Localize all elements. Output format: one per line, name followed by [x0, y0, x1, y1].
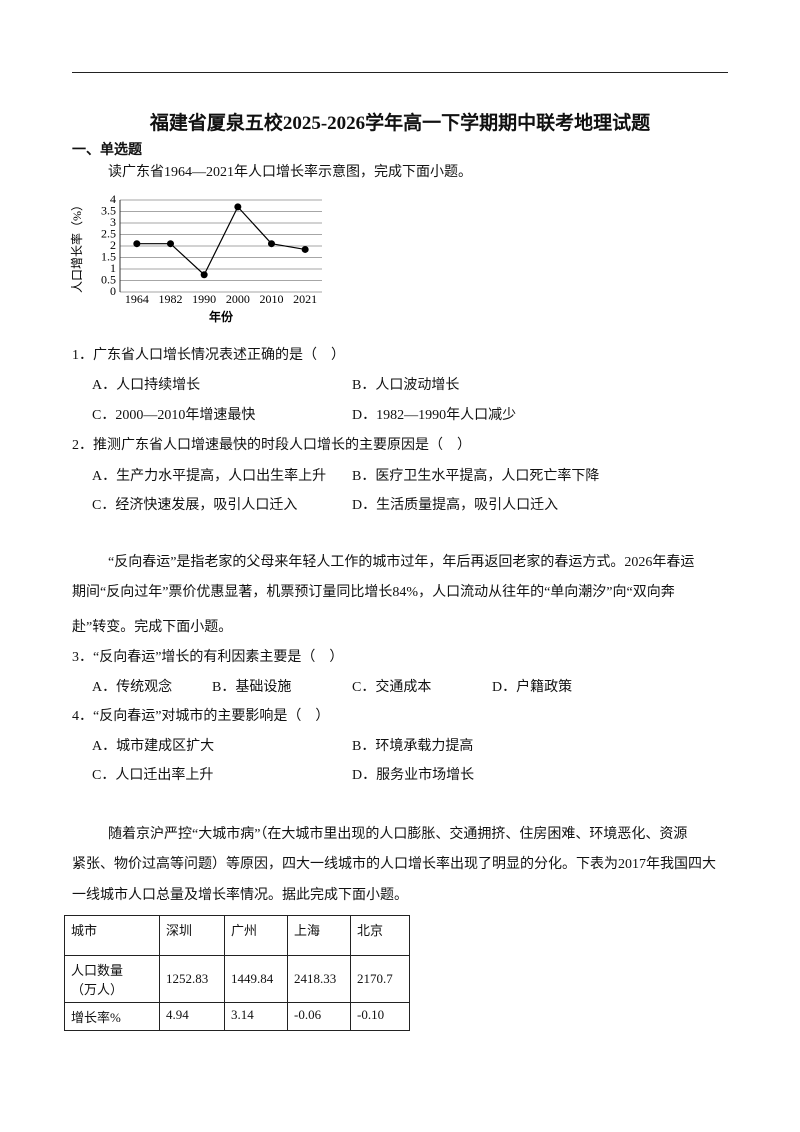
cell: 上海 — [287, 915, 351, 956]
question: 4．“反向春运”对城市的主要影响是（ ） — [72, 709, 330, 724]
passage-line: 赴”转变。完成下面小题。 — [72, 620, 233, 635]
x-tick-label: 2010 — [260, 292, 284, 306]
passage-line: “反向春运”是指老家的父母来年轻人工作的城市过年，年后再返回老家的春运方式。20… — [108, 555, 695, 570]
y-tick-label: 2 — [110, 238, 116, 252]
passage-line: 一线城市人口总量及增长率情况。据此完成下面小题。 — [72, 888, 408, 903]
option: B．医疗卫生水平提高，人口死亡率下降 — [352, 469, 600, 484]
x-axis-label: 年份 — [209, 309, 234, 324]
y-tick-label: 1 — [110, 261, 116, 275]
option: D．生活质量提高，吸引人口迁入 — [352, 498, 559, 513]
passage-line: 期间“反向过年”票价优惠显著，机票预订量同比增长84%，人口流动从往年的“单向潮… — [72, 585, 675, 600]
cell: 人口数量（万人） — [64, 955, 160, 1003]
x-tick-label: 2000 — [226, 292, 250, 306]
option: D．服务业市场增长 — [352, 768, 475, 783]
y-tick-label: 3 — [110, 215, 116, 229]
x-tick-label: 1990 — [192, 292, 216, 306]
cell: 4.94 — [159, 1002, 225, 1031]
cell: -0.10 — [350, 1002, 410, 1031]
cell: 1252.83 — [159, 955, 225, 1003]
data-table: 城市 深圳 广州 上海 北京 人口数量（万人） 1252.83 1449.84 … — [64, 915, 410, 1031]
cell: 2170.7 — [350, 955, 410, 1003]
y-axis-label: 人口增长率（%） — [69, 199, 84, 293]
question: 3．“反向春运”增长的有利因素主要是（ ） — [72, 650, 344, 665]
data-line — [136, 205, 306, 276]
option: A．生产力水平提高，人口出生率上升 — [92, 469, 327, 484]
cell: 2418.33 — [287, 955, 351, 1003]
y-tick-label: 3.5 — [101, 203, 116, 217]
option: C．交通成本 — [352, 680, 432, 695]
option: B．基础设施 — [212, 680, 292, 695]
data-point — [301, 245, 309, 253]
section: 一、单选题 — [72, 143, 142, 158]
option: C．2000—2010年增速最快 — [92, 408, 256, 423]
option: C．人口迁出率上升 — [92, 768, 214, 783]
question: 2．推测广东省人口增速最快的时段人口增长的主要原因是（ ） — [72, 438, 471, 453]
option: C．经济快速发展，吸引人口迁入 — [92, 498, 298, 513]
y-tick-label: 1.5 — [101, 249, 116, 263]
y-tick-label: 0.5 — [101, 272, 116, 286]
y-tick-label: 2.5 — [101, 226, 116, 240]
cell: 增长率% — [64, 1002, 160, 1031]
x-tick-label: 1964 — [125, 292, 149, 306]
chart: 00.511.522.533.54 人口增长率（%） 年份 1964 1982 1990 2… — [69, 192, 322, 324]
title: 福建省厦泉五校2025-2026学年高一下学期期中联考地理试题 — [149, 113, 651, 134]
data-point — [167, 240, 174, 248]
passage-line: 紧张、物价过高等问题）等原因，四大一线城市的人口增长率出现了明显的分化。下表为2… — [72, 857, 716, 872]
top-rule — [72, 72, 728, 73]
option: D．户籍政策 — [492, 680, 573, 695]
cell-text: 人口数量（万人） — [71, 963, 124, 997]
y-tick-label: 0 — [110, 284, 116, 298]
cell: 1449.84 — [224, 955, 288, 1003]
option: A．人口持续增长 — [92, 378, 201, 393]
option: D．1982—1990年人口减少 — [352, 408, 517, 423]
cell: 深圳 — [159, 915, 225, 956]
option: B．人口波动增长 — [352, 378, 460, 393]
option: A．城市建成区扩大 — [92, 739, 215, 754]
option: A．传统观念 — [92, 680, 173, 695]
cell: 3.14 — [224, 1002, 288, 1031]
data-point — [200, 271, 208, 279]
cell: 广州 — [224, 915, 288, 956]
y-tick-label: 4 — [110, 192, 116, 206]
intro: 读广东省1964—2021年人口增长率示意图，完成下面小题。 — [108, 165, 472, 180]
cell: 北京 — [350, 915, 410, 956]
question: 1．广东省人口增长情况表述正确的是（ ） — [72, 348, 345, 363]
cell: 城市 — [64, 915, 160, 956]
data-point — [234, 203, 242, 211]
x-tick-label: 1982 — [159, 292, 183, 306]
data-point — [268, 240, 275, 248]
cell: -0.06 — [287, 1002, 351, 1031]
passage-line: 随着京沪严控“大城市病”（在大城市里出现的人口膨胀、交通拥挤、住房困难、环境恶化… — [108, 827, 688, 842]
option: B．环境承载力提高 — [352, 739, 474, 754]
x-tick-label: 2021 — [293, 292, 317, 306]
data-point — [133, 240, 141, 248]
